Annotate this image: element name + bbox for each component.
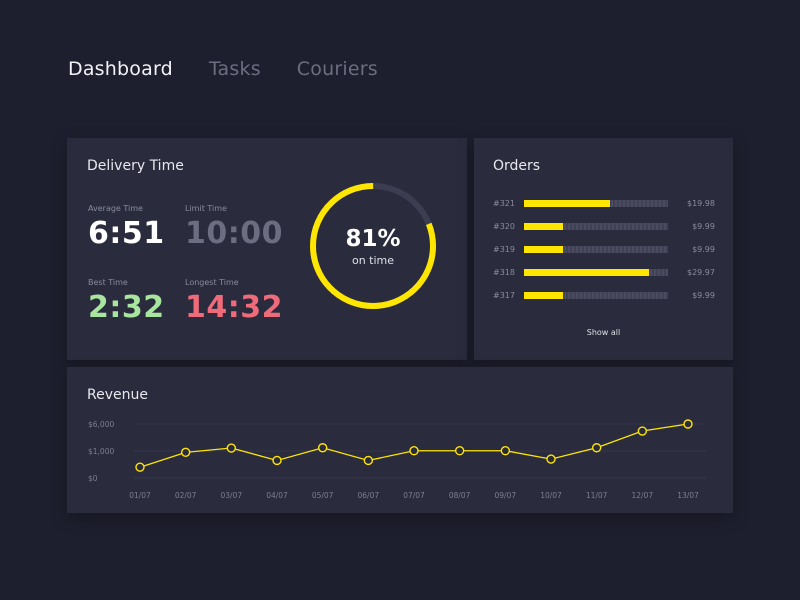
x-tick-label: 02/07 (175, 491, 197, 500)
order-bar (524, 268, 668, 276)
best-time-value: 2:32 (88, 290, 165, 325)
order-bar-remaining (645, 268, 668, 276)
y-tick-label: $6,000 (88, 420, 114, 429)
x-tick-label: 04/07 (266, 491, 288, 500)
donut-center: 81% on time (307, 180, 439, 312)
order-bar (524, 245, 668, 253)
order-amount: $9.99 (692, 221, 715, 231)
x-tick-label: 05/07 (312, 491, 334, 500)
x-tick-label: 06/07 (358, 491, 380, 500)
on-time-donut: 81% on time (307, 180, 439, 312)
x-tick-label: 08/07 (449, 491, 471, 500)
on-time-donut-chart (310, 183, 436, 309)
delivery-time-title: Delivery Time (87, 158, 184, 174)
order-bar-remaining (606, 199, 668, 207)
revenue-point[interactable] (683, 419, 693, 429)
order-id: #319 (493, 244, 515, 254)
on-time-percent: 81% (345, 225, 401, 252)
best-time-label: Best Time (88, 278, 128, 287)
order-amount: $9.99 (692, 244, 715, 254)
order-id: #321 (493, 198, 515, 208)
x-tick-label: 07/07 (403, 491, 425, 500)
order-bar-remaining (559, 291, 668, 299)
x-tick-label: 01/07 (129, 491, 151, 500)
y-tick-label: $1,000 (88, 447, 114, 456)
revenue-point[interactable] (454, 446, 465, 456)
order-id: #317 (493, 290, 515, 300)
longest-time-stat: Longest Time 14:32 (185, 278, 283, 325)
x-tick-label: 09/07 (495, 491, 517, 500)
y-tick-label: $0 (88, 474, 98, 483)
revenue-point[interactable] (226, 443, 237, 453)
order-bar-fill (524, 291, 564, 299)
x-tick-label: 10/07 (540, 491, 562, 500)
x-tick-label: 11/07 (586, 491, 608, 500)
limit-time-label: Limit Time (185, 204, 227, 213)
revenue-point[interactable] (180, 447, 191, 458)
show-all-link[interactable]: Show all (586, 328, 621, 337)
best-time-stat: Best Time 2:32 (88, 278, 165, 325)
order-amount: $29.97 (686, 267, 715, 277)
order-row[interactable]: #320 $9.99 (493, 220, 715, 232)
order-amount: $19.98 (686, 198, 715, 208)
revenue-point[interactable] (272, 455, 282, 466)
order-bar-remaining (559, 245, 668, 253)
order-row[interactable]: #319 $9.99 (493, 243, 715, 255)
order-row[interactable]: #321 $19.98 (493, 197, 715, 209)
average-time-label: Average Time (88, 204, 143, 213)
order-bar-remaining (559, 222, 668, 230)
revenue-point[interactable] (500, 446, 511, 456)
x-tick-label: 12/07 (632, 491, 654, 500)
delivery-time-card: Delivery Time Average Time 6:51 Limit Ti… (67, 138, 467, 360)
revenue-card: Revenue $6,000 $1,000 $0 01/07 02/07 03/07 04/… (67, 367, 733, 513)
tab-couriers[interactable]: Couriers (296, 58, 378, 80)
order-bar-fill (524, 245, 564, 253)
revenue-line-chart: $6,000 $1,000 $0 01/07 02/07 03/07 04/07 05/07 0… (88, 419, 707, 500)
order-amount: $9.99 (692, 290, 715, 300)
order-bar (524, 199, 668, 207)
order-bar (524, 291, 668, 299)
order-row[interactable]: #318 $29.97 (493, 266, 715, 278)
order-id: #318 (493, 267, 515, 277)
longest-time-value: 14:32 (185, 290, 283, 325)
longest-time-label: Longest Time (185, 278, 239, 287)
tab-tasks[interactable]: Tasks (208, 58, 261, 80)
revenue-series-line (139, 423, 689, 468)
revenue-point[interactable] (591, 443, 602, 453)
average-time-stat: Average Time 6:51 (88, 204, 165, 251)
order-row[interactable]: #317 $9.99 (493, 289, 715, 301)
orders-title: Orders (493, 158, 541, 174)
main-nav: Dashboard Tasks Couriers (68, 58, 414, 80)
limit-time-stat: Limit Time 10:00 (185, 204, 283, 251)
revenue-point[interactable] (637, 426, 648, 436)
order-bar-fill (524, 199, 611, 207)
order-bar-fill (524, 222, 564, 230)
revenue-point[interactable] (135, 462, 145, 472)
tab-dashboard[interactable]: Dashboard (68, 58, 173, 80)
limit-time-value: 10:00 (185, 216, 283, 251)
revenue-title: Revenue (87, 387, 148, 403)
on-time-label: on time (351, 253, 395, 267)
order-bar-fill (524, 268, 650, 276)
average-time-value: 6:51 (88, 216, 165, 251)
x-tick-label: 13/07 (677, 491, 699, 500)
revenue-point[interactable] (409, 446, 419, 456)
revenue-point[interactable] (317, 443, 328, 453)
x-tick-label: 03/07 (221, 491, 243, 500)
order-bar (524, 222, 668, 230)
order-id: #320 (493, 221, 515, 231)
orders-card: Orders #321 $19.98 #320 $9.99 #319 $9.99 #318 $… (474, 138, 733, 360)
revenue-point[interactable] (546, 454, 556, 464)
revenue-point[interactable] (363, 455, 374, 466)
